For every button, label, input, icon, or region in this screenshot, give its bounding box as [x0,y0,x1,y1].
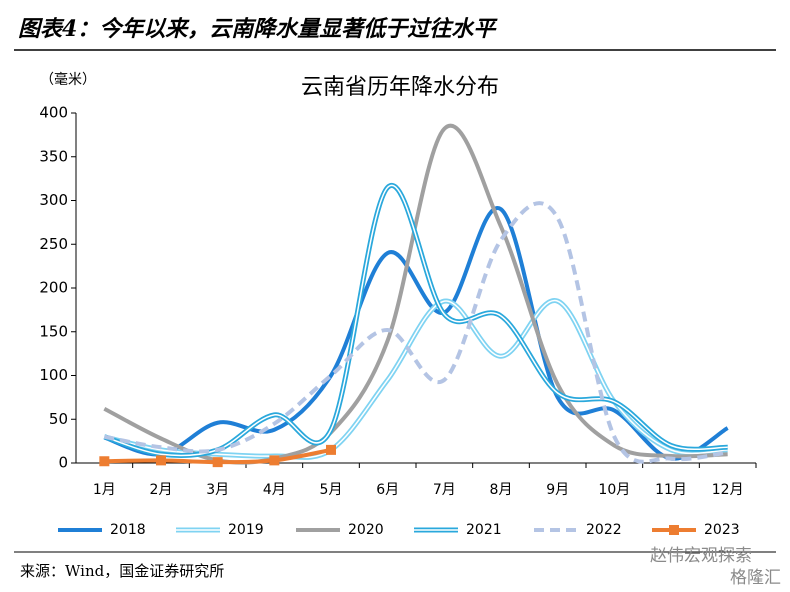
x-tick-label: 9月 [546,482,569,498]
source: 来源：Wind，国金证券研究所 [20,562,224,580]
y-tick-label: 400 [39,104,68,122]
legend-label: 2020 [348,522,384,538]
marker [326,444,336,455]
legend-label: 2019 [228,522,264,538]
series-line [103,123,728,465]
marker [99,456,110,467]
marker [212,457,223,468]
legend-label: 2018 [110,522,146,538]
series-line [103,201,728,464]
x-tick-label: 4月 [263,482,286,498]
x-tick-label: 8月 [490,482,513,498]
y-tick-label: 350 [39,147,68,165]
x-tick-label: 12月 [712,482,744,498]
x-tick-label: 2月 [150,482,173,498]
x-tick-label: 6月 [376,482,399,498]
x-tick-label: 7月 [433,482,456,498]
y-tick-label: 150 [39,322,68,340]
marker [156,455,166,466]
y-tick-label: 200 [39,279,68,297]
series-line [104,184,728,457]
watermark: 赵伟宏观探索 [650,546,752,566]
series-line [103,206,729,461]
legend-label: 2021 [466,522,502,538]
page-title: 图表4：今年以来，云南降水量显著低于过往水平 [18,16,498,42]
x-tick-label: 11月 [655,482,687,498]
legend-label: 2022 [586,522,622,538]
marker [269,455,280,466]
x-tick-label: 10月 [598,482,630,498]
x-tick-label: 1月 [93,482,116,498]
x-tick-label: 3月 [206,482,229,498]
watermark: 格隆汇 [730,568,781,588]
y-tick-label: 0 [58,454,68,472]
y-tick-label: 50 [49,410,68,428]
y-tick-label: 300 [39,191,68,209]
y-tick-label: 100 [39,366,68,384]
legend-marker [669,525,679,535]
chart-title: 云南省历年降水分布 [301,75,499,100]
legend-label: 2023 [704,522,740,538]
y-label: （毫米） [40,71,96,88]
x-tick-label: 5月 [320,482,343,498]
y-tick-label: 250 [39,235,68,253]
